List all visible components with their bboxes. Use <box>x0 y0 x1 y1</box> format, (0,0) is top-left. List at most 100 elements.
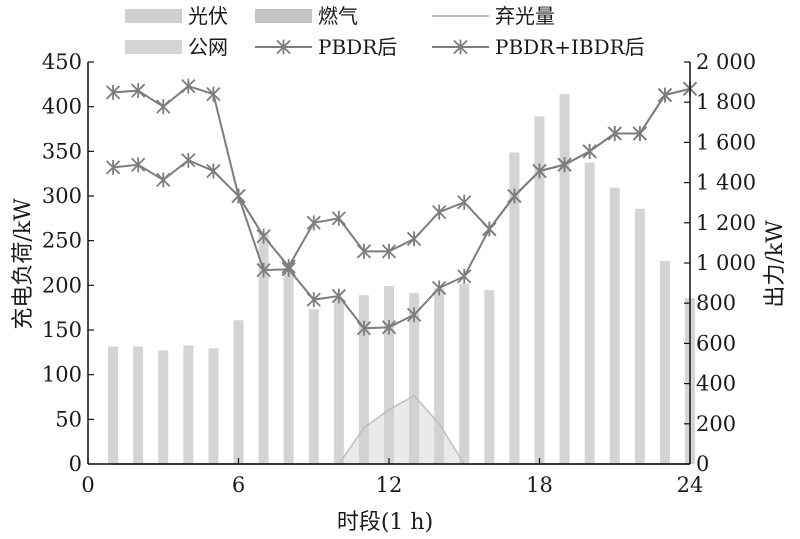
legend-item-0-label: 光伏 <box>188 4 228 28</box>
marker-pbdr-14 <box>432 280 447 296</box>
marker-pbdr-ibdr-3 <box>156 99 171 115</box>
bar-grid-7 <box>258 232 269 464</box>
left-axis-title: 充电负荷/kW <box>11 198 36 330</box>
marker-pbdr-13 <box>406 307 422 323</box>
line-pbdr-ibdr <box>113 85 691 269</box>
left-tick-label-350: 350 <box>42 139 82 163</box>
left-tick-label-300: 300 <box>42 184 82 208</box>
marker-pbdr-3 <box>156 172 171 188</box>
bar-grid-21 <box>609 187 620 464</box>
x-tick-label-18: 18 <box>526 473 553 497</box>
marker-pbdr-9 <box>306 292 321 308</box>
axes: 0 50 100 150 200 250 300 350 400 450 0 200 400 600 800… <box>42 50 756 497</box>
marker-pbdr-ibdr-17 <box>507 188 522 204</box>
marker-pbdr-ibdr-11 <box>356 243 372 259</box>
x-tick-label-24: 24 <box>677 473 704 497</box>
marker-pbdr-7 <box>256 262 271 278</box>
marker-pbdr-2 <box>131 157 146 173</box>
left-tick-label-450: 450 <box>42 50 82 74</box>
legend-item-1-label: 燃气 <box>318 4 358 28</box>
bar-grid-12 <box>384 286 394 464</box>
legend-item-5-label: PBDR+IBDR后 <box>495 35 645 59</box>
line-pbdr <box>112 87 691 330</box>
load-lines <box>105 78 698 336</box>
right-tick-label-1 400: 1 400 <box>696 171 756 195</box>
left-tick-label-400: 400 <box>42 95 82 119</box>
bar-grid-5 <box>208 348 219 464</box>
bar-grid-6 <box>233 320 244 464</box>
right-tick-label-1 200: 1 200 <box>696 211 756 235</box>
bar-grid-11 <box>358 295 369 464</box>
x-tick-label-0: 0 <box>81 473 94 497</box>
bar-grid-16 <box>484 290 495 464</box>
marker-pbdr-ibdr-16 <box>482 221 497 237</box>
marker-pbdr-15 <box>457 268 472 284</box>
legend-item-3-label: 公网 <box>188 35 228 59</box>
marker-pbdr-11 <box>356 320 372 336</box>
legend-item-4-marker <box>276 39 291 55</box>
bar-grid-4 <box>183 345 194 464</box>
right-tick-label-1 800: 1 800 <box>696 90 756 114</box>
marker-pbdr-ibdr-14 <box>432 204 447 220</box>
right-tick-label-1 600: 1 600 <box>696 130 756 154</box>
bar-grid-8 <box>283 273 294 464</box>
legend-item-4-label: PBDR后 <box>318 35 397 59</box>
bar-grid-18 <box>534 116 545 465</box>
right-tick-label-600: 600 <box>696 331 736 355</box>
bar-grid-14 <box>434 288 445 464</box>
grid-bars <box>108 94 695 465</box>
marker-pbdr-ibdr-13 <box>406 231 422 247</box>
bar-grid-23 <box>659 260 670 464</box>
bar-grid-9 <box>308 309 319 464</box>
pv-area-fill <box>113 395 691 464</box>
marker-pbdr-4 <box>181 152 196 168</box>
marker-pbdr-ibdr-10 <box>331 210 346 226</box>
legend-item-2-label: 弃光量 <box>495 4 555 28</box>
left-tick-label-50: 50 <box>55 407 82 431</box>
right-tick-label-400: 400 <box>696 372 736 396</box>
marker-pbdr-5 <box>206 163 221 179</box>
marker-pbdr-ibdr-6 <box>231 188 246 204</box>
bar-grid-13 <box>409 293 420 464</box>
marker-pbdr-1 <box>105 159 121 175</box>
left-tick-label-150: 150 <box>42 318 82 342</box>
right-tick-label-2 000: 2 000 <box>696 50 756 74</box>
right-tick-label-800: 800 <box>696 291 736 315</box>
left-tick-label-0: 0 <box>69 452 82 476</box>
legend-item-5-marker <box>453 39 468 55</box>
bar-grid-15 <box>459 284 470 464</box>
marker-pbdr-ibdr-7 <box>256 228 271 244</box>
marker-pbdr-ibdr-22 <box>632 125 647 141</box>
x-tick-label-12: 12 <box>376 473 403 497</box>
x-axis-title: 时段(1 h) <box>337 510 433 535</box>
marker-pbdr-ibdr-19 <box>557 157 572 173</box>
bar-grid-20 <box>584 162 595 464</box>
right-axis-title: 出力/kW <box>763 220 788 308</box>
marker-pbdr-ibdr-4 <box>181 78 196 94</box>
bar-grid-22 <box>634 208 645 464</box>
marker-pbdr-ibdr-9 <box>306 215 321 231</box>
right-tick-label-0: 0 <box>696 452 709 476</box>
legend-item-3-swatch <box>125 40 182 54</box>
marker-pbdr-ibdr-20 <box>582 143 597 159</box>
bar-grid-17 <box>509 152 520 464</box>
left-tick-label-200: 200 <box>42 273 82 297</box>
bar-grid-2 <box>133 346 144 464</box>
marker-pbdr-ibdr-21 <box>607 125 622 141</box>
left-tick-label-250: 250 <box>42 229 82 253</box>
marker-pbdr-ibdr-2 <box>131 83 146 99</box>
legend-item-0-swatch <box>125 9 182 23</box>
marker-pbdr-ibdr-8 <box>281 259 296 275</box>
marker-pbdr-ibdr-5 <box>206 86 221 102</box>
marker-pbdr-10 <box>331 288 346 304</box>
marker-pbdr-ibdr-12 <box>381 243 397 259</box>
bar-grid-1 <box>108 346 119 464</box>
right-tick-label-1 000: 1 000 <box>696 251 756 275</box>
right-tick-label-200: 200 <box>696 412 736 436</box>
marker-pbdr-ibdr-18 <box>532 163 547 179</box>
marker-pbdr-ibdr-23 <box>657 87 673 103</box>
bar-grid-3 <box>158 350 169 464</box>
marker-pbdr-ibdr-1 <box>105 84 121 100</box>
